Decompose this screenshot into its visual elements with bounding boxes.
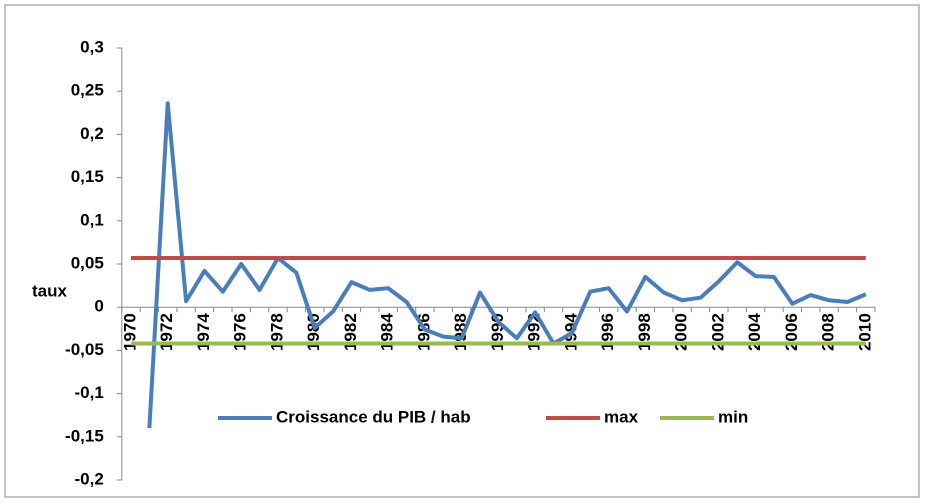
y-tick-label: -0,05 (65, 340, 104, 359)
y-tick-label: 0,25 (71, 81, 104, 100)
legend-label: min (718, 407, 748, 426)
series-line (147, 101, 867, 429)
legend-label: Croissance du PIB / hab (276, 407, 471, 426)
y-tick-label: -0,1 (75, 383, 104, 402)
y-tick-label: 0,3 (80, 37, 104, 56)
y-axis-label: taux (32, 281, 68, 300)
chart-border (4, 4, 920, 498)
y-tick-label: 0,15 (71, 167, 104, 186)
x-tick-label: 1984 (378, 313, 397, 351)
y-tick-label: 0 (94, 297, 103, 316)
y-tick-label: 0,05 (71, 253, 104, 272)
legend-label: max (604, 407, 639, 426)
y-tick-label: 0,2 (80, 124, 104, 143)
y-tick-label: 0,1 (80, 210, 104, 229)
y-tick-label: -0,15 (65, 426, 104, 445)
x-tick-label: 2004 (745, 313, 764, 351)
x-tick-label: 1974 (194, 313, 213, 351)
y-tick-label: -0,2 (75, 469, 104, 488)
